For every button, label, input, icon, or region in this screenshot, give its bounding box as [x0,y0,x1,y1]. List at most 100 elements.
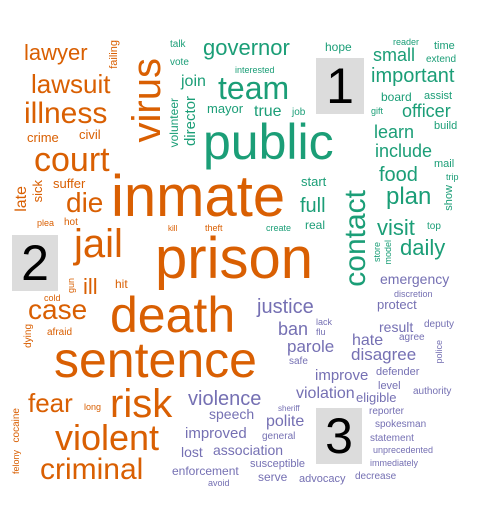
word-deputy: deputy [424,319,455,330]
word-volunteer: volunteer [167,98,181,148]
word-risk: risk [110,382,173,426]
word-defender: defender [376,366,420,378]
word-statement: statement [370,433,414,444]
word-prison: prison [155,226,313,291]
word-emergency: emergency [380,271,450,287]
word-failing: failing [108,40,120,69]
word-theft: theft [205,223,223,233]
word-kill: kill [168,224,178,233]
word-protect: protect [377,297,417,312]
word-unprecedented: unprecedented [373,445,434,455]
word-store: store [372,242,382,263]
word-death: death [110,287,236,343]
word-cold: cold [44,293,61,303]
word-show: show [443,185,455,211]
word-assist: assist [424,90,453,102]
word-join: join [181,73,206,90]
word-decrease: decrease [355,471,397,482]
word-mail: mail [434,158,455,170]
word-full: full [300,195,326,217]
word-job: job [292,107,306,118]
word-die: die [66,187,104,218]
word-team: team [218,70,290,106]
word-polite: polite [266,413,305,430]
word-serve: serve [258,470,288,484]
word-general: general [262,431,296,442]
word-civil: civil [79,127,101,142]
word-afraid: afraid [47,327,73,338]
word-hope: hope [325,40,352,54]
word-talk: talk [170,39,186,50]
word-small: small [373,45,416,65]
word-flu: flu [316,327,326,337]
word-important: important [371,65,455,87]
word-lawsuit: lawsuit [31,69,111,99]
word-agree: agree [399,332,425,343]
word-mayor: mayor [207,101,244,116]
word-interested: interested [235,65,275,75]
word-inmate: inmate [111,164,286,229]
word-plea: plea [37,218,55,228]
word-governor: governor [203,35,290,60]
word-lack: lack [316,317,333,327]
word-improved: improved [185,425,247,442]
word-plan: plan [386,183,432,210]
word-hot: hot [64,217,78,228]
word-safe: safe [289,356,308,367]
word-time: time [434,40,455,52]
word-immediately: immediately [370,458,419,468]
word-director: director [182,96,199,147]
word-long: long [84,402,102,412]
word-fear: fear [28,388,73,418]
cluster-badge-2: 2 [12,235,58,291]
word-top: top [427,221,441,232]
word-association: association [213,442,284,458]
word-violence: violence [188,388,262,410]
word-lost: lost [181,444,203,460]
word-hate: hate [352,332,384,349]
word-reporter: reporter [369,406,405,417]
word-sentence: sentence [54,332,257,388]
word-include: include [375,141,433,161]
word-improve: improve [315,367,369,384]
word-true: true [254,103,282,120]
word-start: start [301,174,327,189]
word-jail: jail [74,222,123,266]
word-parole: parole [287,337,335,356]
word-build: build [434,120,458,132]
word-cocaine: cocaine [11,408,22,443]
word-discretion: discretion [394,289,433,299]
word-contact: contact [339,190,372,287]
word-officer: officer [402,101,451,121]
word-case: case [28,294,88,325]
word-virus: virus [125,58,169,143]
word-learn: learn [374,122,415,142]
word-enforcement: enforcement [172,464,239,478]
word-food: food [379,164,418,186]
word-avoid: avoid [208,478,230,488]
word-public: public [203,114,334,170]
word-extend: extend [426,54,457,65]
word-trip: trip [446,172,459,182]
word-sick: sick [30,180,45,203]
word-vote: vote [170,57,189,68]
word-daily: daily [400,235,446,260]
word-illness: illness [24,97,108,130]
word-court: court [34,141,110,179]
word-hit: hit [115,277,128,291]
word-police: police [434,340,444,364]
word-create: create [266,223,292,233]
word-suffer: suffer [53,176,86,191]
word-lawyer: lawyer [24,40,88,65]
cluster-badge-3: 3 [316,408,362,464]
word-reader: reader [393,37,420,47]
word-criminal: criminal [40,453,144,486]
word-violation: violation [296,385,355,402]
word-real: real [305,218,326,232]
word-visit: visit [377,215,415,240]
word-susceptible: susceptible [250,458,306,470]
word-dying: dying [23,324,34,348]
cluster-badge-1: 1 [316,58,364,114]
word-result: result [379,319,414,335]
